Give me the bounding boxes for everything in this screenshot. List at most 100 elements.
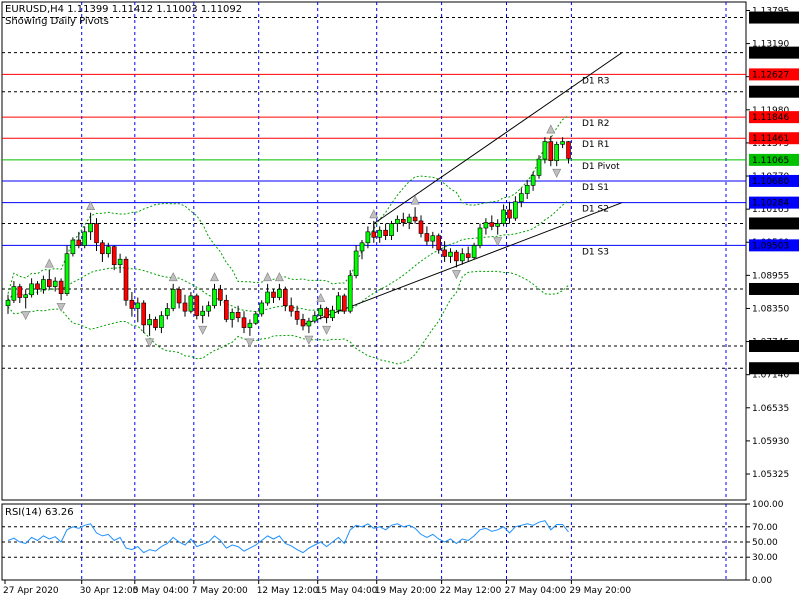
candle-body — [165, 308, 170, 316]
candle-body — [188, 295, 194, 312]
candle-body — [88, 223, 93, 233]
candle-body — [495, 223, 501, 227]
price-level-value: 1.11461 — [752, 134, 789, 144]
candle — [145, 313, 155, 348]
candle-body — [277, 289, 282, 298]
fractal-down-marker — [198, 325, 208, 335]
candle — [21, 289, 31, 321]
price-panel: 1.137951.131901.125851.119801.113751.107… — [1, 1, 799, 501]
time-tick-label: 30 Apr 12:00 — [80, 586, 139, 596]
candle-body — [212, 289, 217, 307]
candle-body — [247, 322, 253, 328]
candle — [111, 245, 117, 271]
candle-body — [94, 223, 99, 244]
candle — [501, 204, 506, 227]
candle-body — [424, 233, 430, 242]
candle — [271, 289, 276, 303]
time-tick-label: 27 May 04:00 — [505, 586, 567, 596]
candle-body — [371, 231, 377, 238]
candle-body — [200, 310, 205, 316]
candle-body — [271, 291, 276, 298]
candle — [389, 220, 394, 241]
pivot-level-tag: D1 R2 — [582, 119, 610, 129]
candle-body — [123, 258, 129, 301]
fractal-up-marker — [168, 272, 178, 282]
candle — [263, 272, 273, 306]
candle-body — [513, 201, 518, 219]
price-level-value: 1.12311 — [752, 88, 789, 98]
candle — [465, 246, 471, 262]
candle — [518, 188, 524, 208]
candle-body — [11, 286, 17, 301]
candle — [64, 245, 70, 296]
price-level-marker — [749, 85, 799, 98]
candle — [94, 218, 99, 251]
candle — [253, 311, 259, 325]
candle-body — [530, 175, 536, 186]
candle-body — [218, 289, 223, 301]
candle — [471, 242, 477, 260]
candle-body — [176, 289, 182, 304]
price-level-value: 1.07258 — [752, 364, 789, 374]
candle-body — [359, 242, 365, 252]
candle — [418, 215, 424, 238]
candle — [224, 294, 229, 323]
candle — [477, 223, 483, 249]
candle — [117, 253, 123, 273]
candle — [552, 141, 562, 178]
candle-body — [259, 302, 265, 315]
candle-body — [76, 239, 82, 246]
candle-body — [554, 143, 560, 162]
rsi-tick-label: 100.00 — [752, 500, 784, 510]
price-level-value: 1.10284 — [752, 199, 789, 209]
candle — [451, 249, 461, 280]
candle-body — [170, 289, 176, 309]
price-tick-label: 1.06535 — [752, 404, 789, 414]
candle-body — [365, 231, 371, 244]
price-level-marker — [749, 153, 799, 166]
fractal-down-marker — [145, 338, 155, 348]
pivot-level-tag: D1 S3 — [582, 247, 609, 257]
price-level-marker — [749, 46, 799, 59]
candle-body — [46, 279, 52, 287]
price-level-value: 1.12627 — [752, 70, 789, 80]
candle — [410, 195, 420, 224]
candle — [11, 281, 17, 303]
fractal-up-marker — [274, 272, 284, 282]
fractal-up-marker — [210, 272, 219, 282]
fractal-down-marker — [245, 338, 255, 348]
candle-body — [471, 245, 477, 258]
candle — [424, 226, 430, 246]
lower-band-line — [7, 270, 569, 365]
price-tick-label: 1.11980 — [752, 106, 789, 116]
price-panel-frame — [1, 1, 747, 501]
candle-body — [141, 302, 146, 326]
candle-body — [430, 235, 436, 242]
candle-body — [489, 222, 495, 227]
candle — [100, 240, 105, 262]
pivot-level-tag: D1 S1 — [582, 183, 609, 193]
price-level-value: 1.08706 — [752, 285, 789, 295]
candle-body — [235, 311, 241, 319]
candle-body — [377, 229, 383, 238]
candle-body — [129, 299, 135, 309]
price-tick-label: 1.08955 — [752, 271, 789, 281]
time-tick-label: 5 May 04:00 — [133, 586, 189, 596]
candle — [86, 201, 96, 241]
fractal-down-marker — [322, 325, 332, 335]
candle — [359, 240, 365, 260]
candle-body — [347, 275, 353, 312]
candle — [288, 297, 294, 317]
candle-body — [524, 185, 530, 194]
rsi-tick-label: 0.00 — [752, 576, 772, 586]
candle — [483, 218, 489, 235]
fractal-up-marker — [546, 124, 556, 134]
candle — [176, 286, 182, 309]
candle-body — [389, 223, 394, 236]
fractal-down-marker — [304, 335, 314, 345]
candle-body — [135, 302, 141, 309]
price-level-marker — [749, 340, 799, 353]
price-level-marker — [749, 239, 799, 252]
candle — [194, 293, 200, 320]
candle-body — [29, 283, 34, 296]
